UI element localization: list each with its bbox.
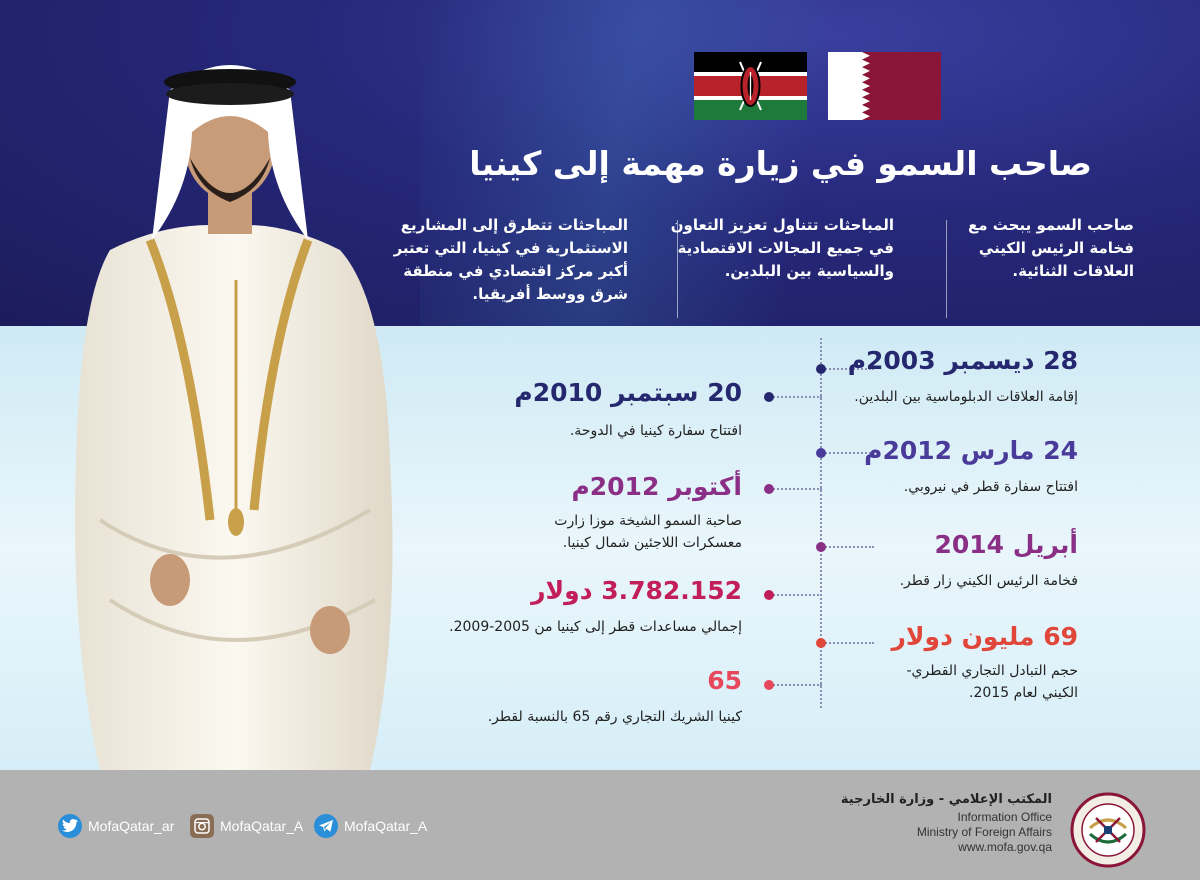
- twitter-handle: MofaQatar_ar: [88, 818, 175, 834]
- office-line-2: Ministry of Foreign Affairs: [916, 825, 1052, 839]
- portrait-illustration: [75, 65, 393, 770]
- event-date: 65: [707, 666, 742, 695]
- telegram-icon: [314, 814, 338, 838]
- telegram-handle: MofaQatar_A: [344, 818, 428, 834]
- event-date: 24 مارس 2012م: [864, 436, 1078, 465]
- timeline-dot: [764, 392, 774, 402]
- timeline-dot: [816, 364, 826, 374]
- office-arabic: المكتب الإعلامي - وزارة الخارجية: [840, 792, 1052, 807]
- timeline-dot: [816, 638, 826, 648]
- timeline-connector: [822, 452, 874, 454]
- timeline-dot: [764, 484, 774, 494]
- summary-cooperation: المباحثات تتناول تعزيز التعاون في جميع ا…: [670, 216, 894, 280]
- event-description: فخامة الرئيس الكيني زار قطر.: [899, 573, 1078, 589]
- event-description: صاحبة السمو الشيخة موزا زارت معسكرات الل…: [554, 513, 742, 551]
- event-description: إقامة العلاقات الدبلوماسية بين البلدين.: [854, 389, 1078, 405]
- timeline-axis: [820, 338, 822, 708]
- summary-divider: [677, 220, 678, 318]
- timeline-dot: [816, 542, 826, 552]
- instagram-handle: MofaQatar_A: [220, 818, 304, 834]
- timeline-dot: [764, 680, 774, 690]
- event-date: 28 ديسمبر 2003م: [847, 346, 1078, 375]
- twitter-icon: [58, 814, 82, 838]
- event-description: إجمالي مساعدات قطر إلى كينيا من 2005-200…: [449, 619, 742, 635]
- event-date: 20 سبتمبر 2010م: [514, 378, 742, 407]
- page-title: صاحب السمو في زيارة مهمة إلى كينيا: [469, 144, 1092, 183]
- timeline-connector: [770, 594, 822, 596]
- summary-bilateral-relations: صاحب السمو يبحث مع فخامة الرئيس الكيني ا…: [968, 216, 1134, 280]
- timeline-connector: [770, 396, 822, 398]
- instagram-icon: [190, 814, 214, 838]
- timeline-connector: [770, 488, 822, 490]
- office-info: المكتب الإعلامي - وزارة الخارجية Informa…: [841, 792, 1052, 855]
- event-description: كينيا الشريك التجاري رقم 65 بالنسبة لقطر…: [487, 709, 742, 725]
- timeline-connector: [822, 642, 874, 644]
- event-date: أكتوبر 2012م: [571, 472, 742, 501]
- event-description: افتتاح سفارة كينيا في الدوحة.: [569, 423, 742, 439]
- summary-divider: [946, 220, 947, 318]
- timeline-connector: [822, 546, 874, 548]
- timeline-connector: [770, 684, 822, 686]
- event-date: 3.782.152 دولار: [531, 576, 742, 605]
- event-description: افتتاح سفارة قطر في نيروبي.: [903, 479, 1078, 495]
- social-twitter[interactable]: MofaQatar_ar: [58, 814, 174, 838]
- timeline-connector: [822, 368, 874, 370]
- qatar-emblem-icon: [1070, 792, 1146, 868]
- qatar-flag-icon: [828, 52, 941, 120]
- timeline-dot: [764, 590, 774, 600]
- office-website[interactable]: www.mofa.gov.qa: [958, 840, 1052, 854]
- social-telegram[interactable]: MofaQatar_A: [314, 814, 427, 838]
- event-date: أبريل 2014: [934, 530, 1078, 559]
- event-date: 69 مليون دولار: [891, 622, 1078, 651]
- kenya-flag-icon: [694, 52, 807, 120]
- summary-investment: المباحثات تتطرق إلى المشاريع الاستثمارية…: [393, 216, 628, 303]
- timeline-dot: [816, 448, 826, 458]
- social-instagram[interactable]: MofaQatar_A: [190, 814, 303, 838]
- event-description: حجم التبادل التجاري القطري- الكيني لعام …: [906, 663, 1079, 701]
- office-line-1: Information Office: [957, 810, 1053, 824]
